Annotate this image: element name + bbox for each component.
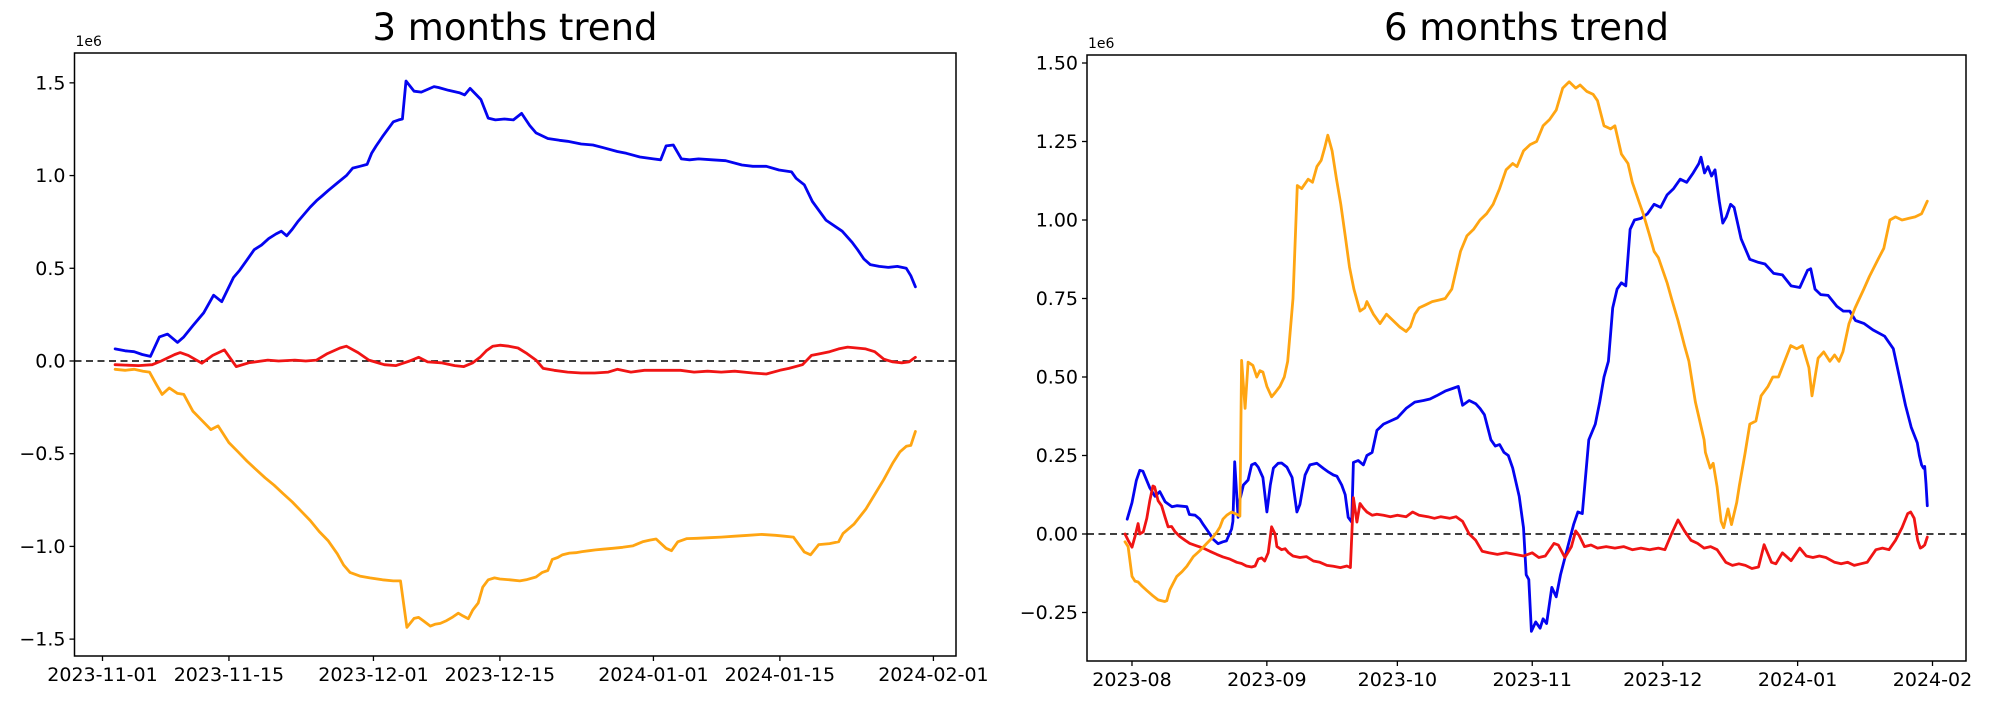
y-tick-label: −0.25 [1020,602,1078,624]
y-tick-label: 0.00 [1036,523,1078,545]
y-tick-label: 1.5 [35,72,65,94]
x-tick-label: 2024-02 [1893,669,1972,691]
y-tick-label: 0.75 [1036,288,1078,310]
x-tick-label: 2023-11-15 [174,664,284,686]
x-tick-label: 2024-01-01 [598,664,708,686]
y-tick-label: 0.0 [35,350,65,372]
x-tick-label: 2023-12 [1623,669,1702,691]
series-line-blue [113,79,917,358]
x-tick-label: 2023-08 [1092,669,1171,691]
series-line-orange [1123,80,1929,603]
x-tick-label: 2023-10 [1358,669,1437,691]
series-line-blue [1125,155,1929,633]
y-tick-label: 0.5 [35,258,65,280]
chart-title-6-months: 6 months trend [1383,6,1670,49]
x-tick-label: 2023-12-15 [445,664,555,686]
x-tick-label: 2024-02-01 [878,664,988,686]
series-line-orange [113,367,917,629]
y-tick-label: 1.25 [1036,131,1078,153]
y-tick-label: −0.5 [19,443,65,465]
axes-frame [73,52,957,657]
axes-frame [1086,54,1967,662]
y-tick-label: −1.5 [19,629,65,651]
chart-title-3-months: 3 months trend [372,6,658,49]
x-tick-label: 2023-11-01 [47,664,157,686]
y-tick-label: 1.00 [1036,210,1078,232]
axis-offset-label: 1e6 [1088,36,1115,52]
x-tick-label: 2024-01-15 [725,664,835,686]
x-tick-label: 2024-01 [1758,669,1837,691]
y-tick-label: −1.0 [19,536,65,558]
y-tick-label: 1.0 [35,165,65,187]
axis-offset-label: 1e6 [76,34,103,50]
y-tick-label: 1.50 [1036,53,1078,75]
y-tick-label: 0.50 [1036,366,1078,388]
series-line-red [1123,484,1929,570]
x-tick-label: 2023-11 [1493,669,1572,691]
x-tick-label: 2023-09 [1227,669,1306,691]
y-tick-label: 0.25 [1036,445,1078,467]
x-tick-label: 2023-12-01 [318,664,428,686]
series-line-red [113,343,917,376]
